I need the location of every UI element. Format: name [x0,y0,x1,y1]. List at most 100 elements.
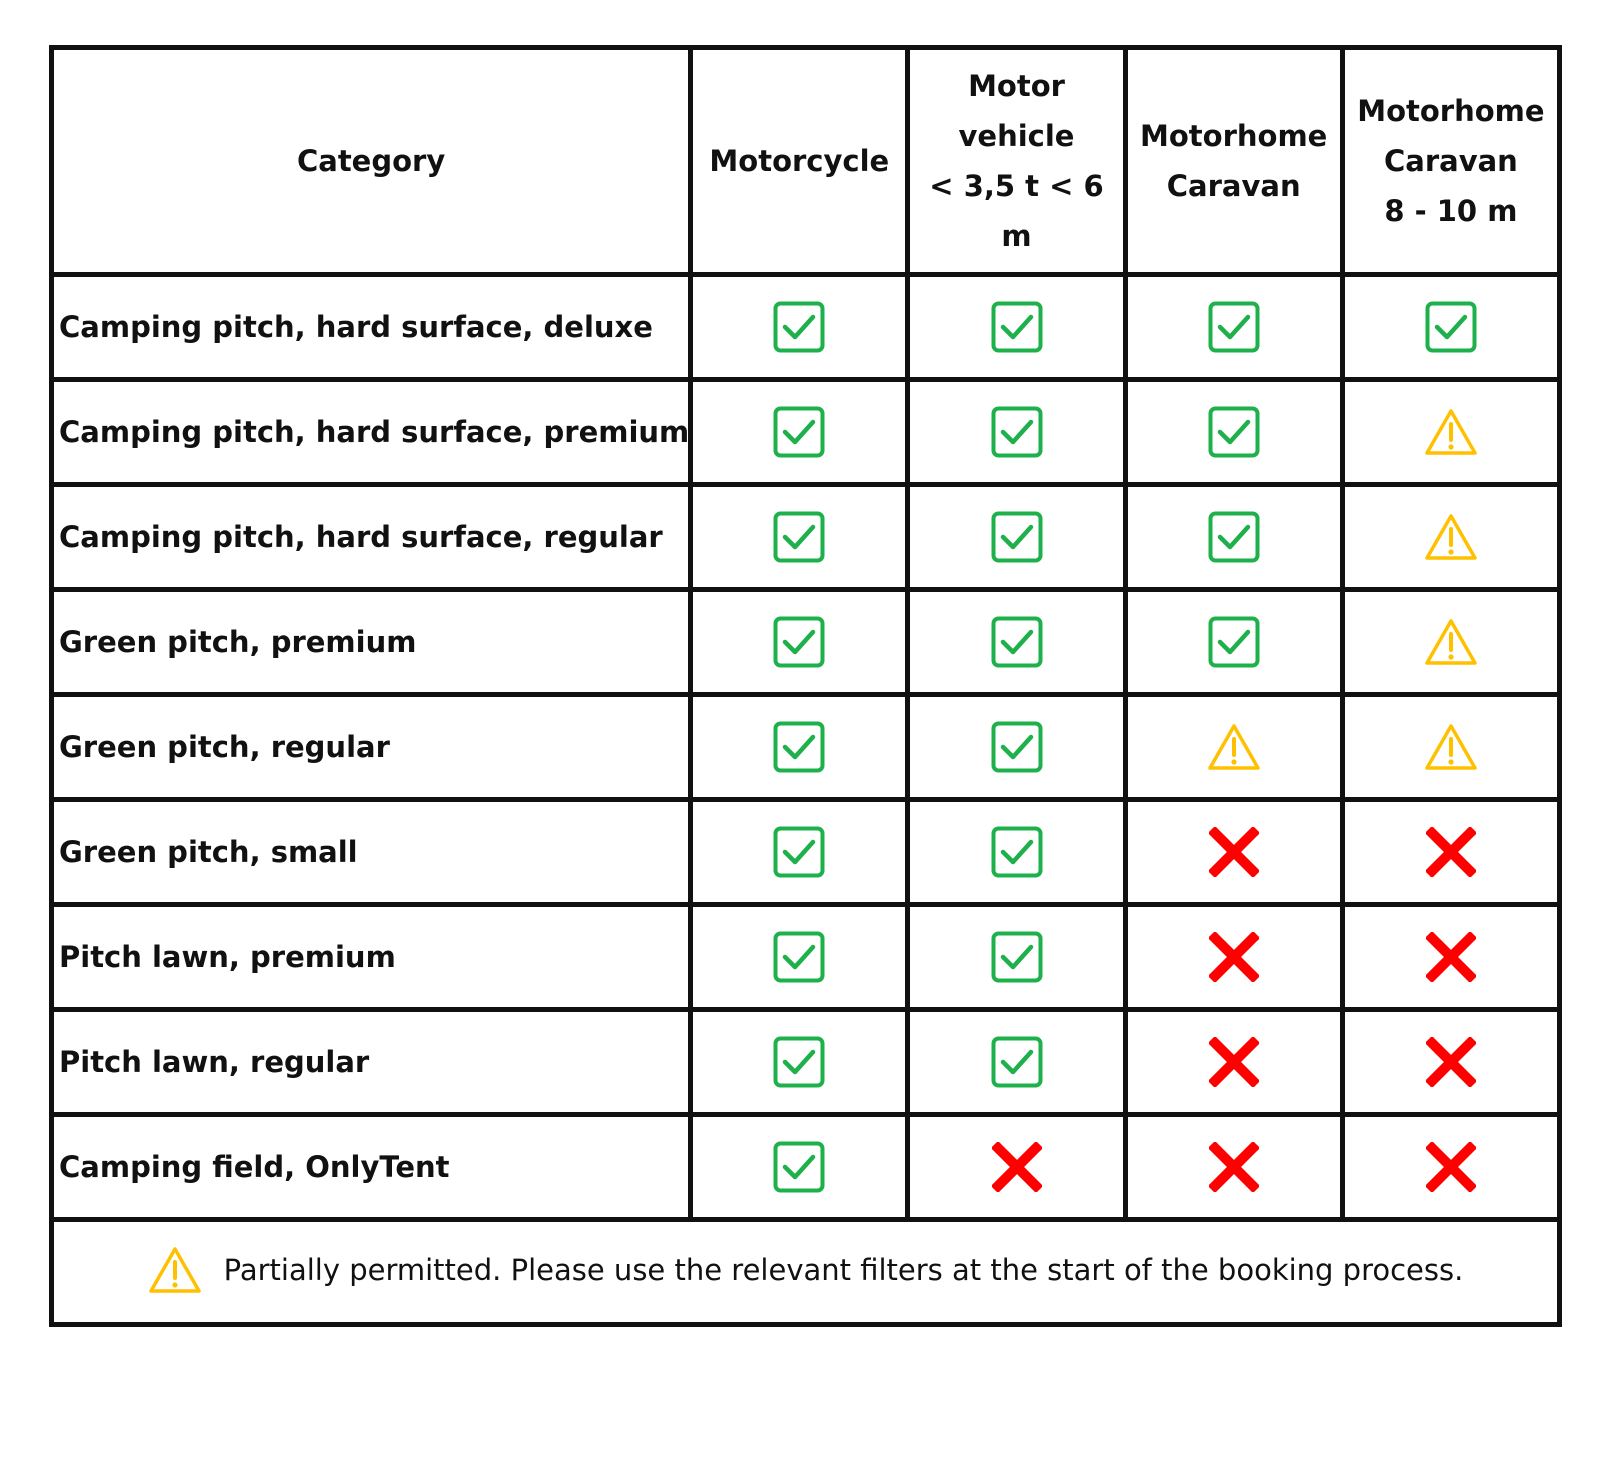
header-category: Category [48,45,694,277]
warning-icon [1207,724,1260,770]
header-motor-vehicle: Motor vehicle < 3,5 t < 6 m [905,45,1128,277]
status-cell [1122,377,1345,487]
header-line: Caravan [1166,169,1301,203]
status-cell [905,1007,1128,1117]
warning-icon [1425,724,1477,770]
cross-icon [1425,827,1476,877]
status-cell [905,587,1128,697]
status-cell [905,482,1128,592]
category-cell: Camping pitch, hard surface, premium [48,377,694,487]
cross-icon [1425,1037,1476,1087]
check-icon [991,301,1042,353]
category-cell: Pitch lawn, premium [48,902,694,1012]
table-row: Camping pitch, hard surface, regular [48,482,1563,592]
legend-text: Partially permitted. Please use the rele… [223,1253,1464,1287]
status-cell [1339,272,1563,382]
cross-icon [1425,932,1476,982]
category-cell: Green pitch, premium [48,587,694,697]
warning-icon [1425,409,1477,455]
check-icon [773,721,825,773]
check-icon [773,931,825,983]
status-cell [1122,272,1345,382]
warning-icon [148,1247,201,1293]
status-cell [688,1112,911,1222]
warning-icon [1425,514,1477,560]
category-cell: Green pitch, small [48,797,694,907]
table-row: Green pitch, premium [48,587,1563,697]
table-row: Camping field, OnlyTent [48,1112,1563,1222]
status-cell [1122,587,1345,697]
category-cell: Green pitch, regular [48,692,694,802]
status-cell [1339,692,1563,802]
status-cell [1122,902,1345,1012]
status-cell [905,797,1128,907]
category-cell: Camping pitch, hard surface, deluxe [48,272,694,382]
status-cell [1122,1112,1345,1222]
status-cell [1122,482,1345,592]
table-row: Camping pitch, hard surface, premium [48,377,1563,487]
header-line: Motorcycle [709,144,890,178]
category-cell: Pitch lawn, regular [48,1007,694,1117]
status-cell [1122,1007,1345,1117]
status-cell [905,692,1128,802]
status-cell [905,377,1128,487]
table-row: Pitch lawn, regular [48,1007,1563,1117]
cross-icon [991,1142,1042,1192]
status-cell [688,692,911,802]
status-cell [905,272,1128,382]
check-icon [1208,406,1260,458]
status-cell [1122,797,1345,907]
check-icon [773,1141,825,1193]
header-motorcycle: Motorcycle [688,45,911,277]
status-cell [688,797,911,907]
check-icon [1208,301,1260,353]
pitch-vehicle-table: Category Motorcycle Motor vehicle < 3,5 … [48,45,1563,1327]
cross-icon [1208,1037,1259,1087]
legend-cell: Partially permitted. Please use the rele… [49,1217,1562,1327]
legend-row: Partially permitted. Please use the rele… [49,1217,1562,1327]
status-cell [1339,377,1563,487]
status-cell [1339,482,1563,592]
check-icon [1208,616,1260,668]
status-cell [688,377,911,487]
status-cell [1122,692,1345,802]
status-cell [905,902,1128,1012]
check-icon [991,406,1042,458]
header-line: Motorhome [1140,119,1328,153]
check-icon [773,406,825,458]
category-cell: Camping pitch, hard surface, regular [48,482,694,592]
check-icon [1425,301,1477,353]
status-cell [688,587,911,697]
check-icon [773,826,825,878]
check-icon [991,511,1042,563]
header-line: < 3,5 t < 6 m [929,169,1104,253]
warning-icon [1425,619,1477,665]
check-icon [773,1036,825,1088]
header-line: Motor [968,69,1065,103]
category-cell: Camping field, OnlyTent [48,1112,694,1222]
status-cell [688,482,911,592]
check-icon [991,721,1042,773]
status-cell [1339,1112,1563,1222]
status-cell [905,1112,1128,1222]
table-row: Pitch lawn, premium [48,902,1563,1012]
table-row: Green pitch, small [48,797,1563,907]
status-cell [1339,587,1563,697]
cross-icon [1208,827,1259,877]
header-motorhome-caravan: Motorhome Caravan [1122,45,1345,277]
check-icon [991,931,1042,983]
cross-icon [1208,932,1259,982]
legend: Partially permitted. Please use the rele… [148,1246,1464,1294]
check-icon [1208,511,1260,563]
status-cell [688,272,911,382]
check-icon [773,511,825,563]
header-line: 8 - 10 m [1384,194,1518,228]
table-row: Camping pitch, hard surface, deluxe [48,272,1563,382]
header-line: vehicle [958,119,1075,153]
check-icon [773,301,825,353]
header-row: Category Motorcycle Motor vehicle < 3,5 … [48,45,1563,277]
status-cell [688,902,911,1012]
header-line: Caravan [1383,144,1518,178]
cross-icon [1208,1142,1259,1192]
check-icon [991,616,1042,668]
